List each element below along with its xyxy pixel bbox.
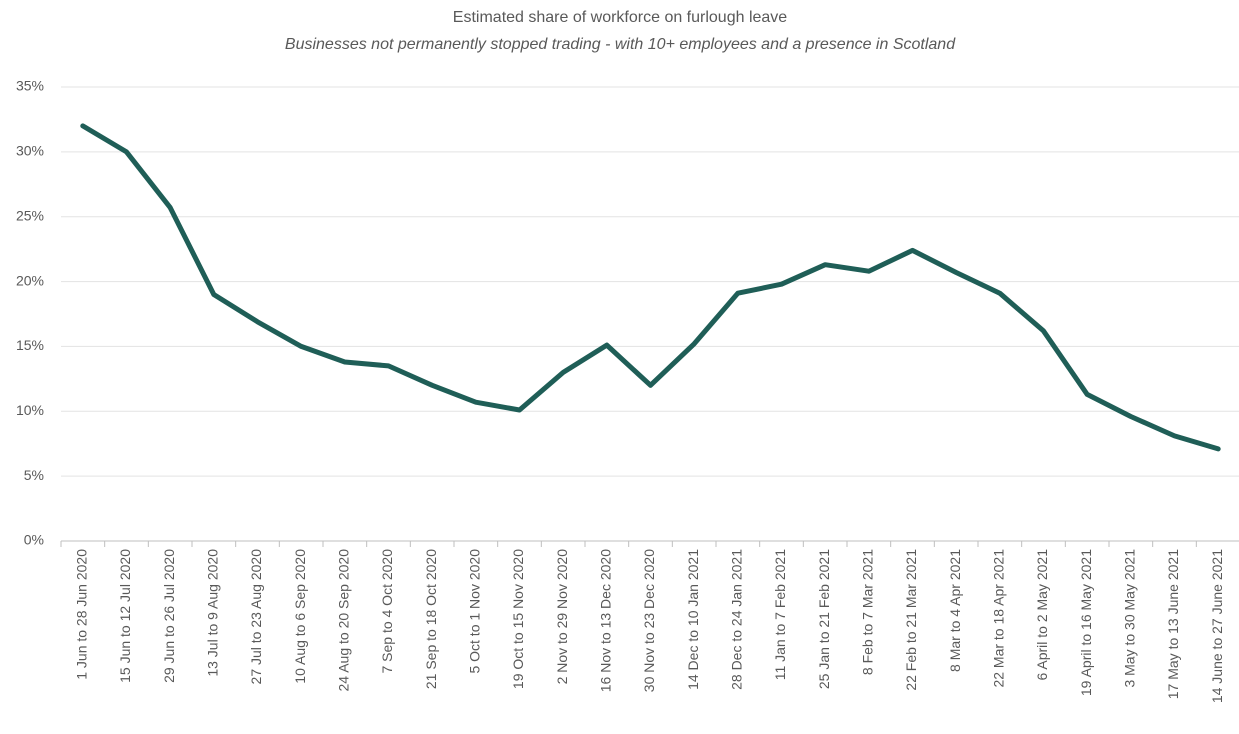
x-tick-label: 15 Jun to 12 Jul 2020 (117, 549, 133, 683)
x-tick-label: 25 Jan to 21 Feb 2021 (816, 549, 832, 689)
y-tick-label: 35% (16, 78, 44, 94)
x-tick-label: 8 Feb to 7 Mar 2021 (860, 549, 876, 675)
chart-subtitle: Businesses not permanently stopped tradi… (285, 36, 956, 53)
line-series (80, 123, 1221, 452)
x-tick-label: 19 Oct to 15 Nov 2020 (510, 549, 526, 689)
y-tick-label: 25% (16, 207, 44, 223)
x-tick-label: 8 Mar to 4 Apr 2021 (947, 549, 963, 672)
x-tick-label: 30 Nov to 23 Dec 2020 (641, 549, 657, 692)
x-tick-label: 17 May to 13 June 2021 (1165, 549, 1181, 699)
x-tick-label: 28 Dec to 24 Jan 2021 (729, 549, 745, 690)
y-tick-label: 20% (16, 272, 44, 288)
x-tick-label: 10 Aug to 6 Sep 2020 (292, 549, 308, 684)
x-tick-label: 21 Sep to 18 Oct 2020 (423, 549, 439, 689)
x-tick-label: 14 Dec to 10 Jan 2021 (685, 549, 701, 690)
y-tick-label: 10% (16, 402, 44, 418)
x-tick-label: 1 Jun to 28 Jun 2020 (74, 549, 90, 680)
y-tick-label: 5% (24, 467, 44, 483)
x-tick-label: 2 Nov to 29 Nov 2020 (554, 549, 570, 685)
y-tick-label: 15% (16, 337, 44, 353)
x-tick-label: 7 Sep to 4 Oct 2020 (379, 549, 395, 674)
x-tick-label: 29 Jun to 26 Jul 2020 (161, 549, 177, 683)
x-tick-label: 16 Nov to 13 Dec 2020 (598, 549, 614, 692)
chart-title: Estimated share of workforce on furlough… (453, 9, 788, 26)
y-tick-label: 0% (24, 532, 44, 548)
x-tick-label: 3 May to 30 May 2021 (1122, 549, 1138, 688)
x-tick-label: 5 Oct to 1 Nov 2020 (467, 549, 483, 674)
y-tick-label: 30% (16, 143, 44, 159)
x-tick-label: 6 April to 2 May 2021 (1034, 549, 1050, 681)
x-tick-label: 27 Jul to 23 Aug 2020 (248, 549, 264, 685)
x-tick-label: 22 Feb to 21 Mar 2021 (903, 549, 919, 691)
x-tick-label: 11 Jan to 7 Feb 2021 (772, 549, 788, 680)
x-tick-label: 22 Mar to 18 Apr 2021 (991, 549, 1007, 688)
x-tick-label: 14 June to 27 June 2021 (1209, 549, 1225, 703)
x-tick-label: 24 Aug to 20 Sep 2020 (336, 549, 352, 692)
x-tick-label: 19 April to 16 May 2021 (1078, 549, 1094, 696)
x-tick-label: 13 Jul to 9 Aug 2020 (205, 549, 221, 677)
